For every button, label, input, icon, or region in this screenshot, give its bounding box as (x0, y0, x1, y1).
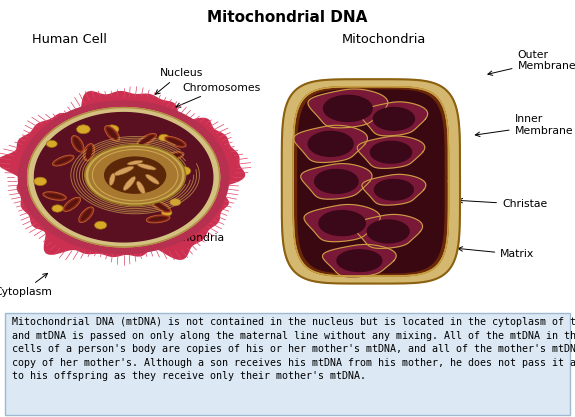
Ellipse shape (83, 143, 95, 161)
Polygon shape (374, 179, 413, 200)
Polygon shape (304, 204, 380, 242)
Polygon shape (323, 244, 396, 277)
Text: Mitochondria: Mitochondria (154, 219, 225, 243)
Ellipse shape (52, 205, 63, 212)
Ellipse shape (145, 174, 159, 184)
Polygon shape (294, 125, 367, 163)
Ellipse shape (154, 201, 168, 211)
Polygon shape (308, 131, 353, 156)
Ellipse shape (170, 199, 181, 206)
Polygon shape (301, 163, 372, 199)
Ellipse shape (105, 126, 120, 141)
Text: Mitochondrial DNA: Mitochondrial DNA (208, 10, 367, 25)
Polygon shape (34, 113, 213, 242)
Ellipse shape (137, 163, 156, 170)
Ellipse shape (106, 127, 118, 140)
Text: Christae: Christae (458, 198, 547, 209)
Text: Cytoplasm: Cytoplasm (0, 274, 52, 297)
Polygon shape (319, 211, 365, 236)
Polygon shape (298, 90, 444, 273)
Ellipse shape (163, 153, 182, 159)
Polygon shape (324, 95, 372, 121)
Ellipse shape (79, 207, 94, 223)
Text: Human Cell: Human Cell (32, 33, 106, 46)
Text: Inner
Membrane: Inner Membrane (476, 114, 573, 136)
Ellipse shape (151, 200, 171, 213)
Ellipse shape (76, 125, 90, 134)
Ellipse shape (104, 156, 166, 194)
Polygon shape (367, 220, 409, 243)
Polygon shape (370, 141, 412, 163)
Polygon shape (293, 87, 448, 276)
Ellipse shape (43, 192, 66, 200)
Ellipse shape (113, 166, 134, 176)
Ellipse shape (127, 160, 143, 165)
Polygon shape (282, 79, 460, 284)
Ellipse shape (89, 147, 182, 203)
Ellipse shape (63, 197, 80, 211)
Ellipse shape (34, 177, 47, 186)
Ellipse shape (123, 176, 136, 191)
Ellipse shape (139, 135, 154, 145)
Ellipse shape (65, 199, 79, 210)
Ellipse shape (109, 173, 115, 186)
Ellipse shape (159, 134, 169, 141)
Ellipse shape (86, 145, 93, 159)
Polygon shape (18, 101, 229, 254)
Polygon shape (357, 136, 425, 168)
Polygon shape (362, 174, 426, 205)
Ellipse shape (81, 208, 92, 221)
Ellipse shape (146, 215, 170, 223)
Ellipse shape (164, 136, 186, 147)
Ellipse shape (161, 152, 184, 161)
Ellipse shape (167, 138, 184, 146)
Text: Mitochondria: Mitochondria (342, 33, 427, 46)
Text: Chromosomes: Chromosomes (176, 83, 260, 107)
Ellipse shape (47, 140, 57, 148)
Ellipse shape (177, 166, 191, 176)
Polygon shape (354, 214, 423, 249)
Polygon shape (0, 92, 244, 259)
FancyBboxPatch shape (5, 313, 570, 415)
Ellipse shape (71, 136, 84, 152)
Polygon shape (373, 108, 415, 130)
Text: Matrix: Matrix (458, 247, 535, 259)
Ellipse shape (162, 209, 172, 216)
Polygon shape (28, 108, 220, 247)
Ellipse shape (85, 145, 185, 206)
Ellipse shape (94, 221, 107, 229)
Ellipse shape (105, 125, 119, 134)
Text: Outer
Membrane: Outer Membrane (488, 50, 575, 75)
Polygon shape (360, 102, 428, 136)
Ellipse shape (45, 193, 64, 199)
Ellipse shape (55, 156, 72, 165)
Polygon shape (315, 169, 358, 193)
Ellipse shape (52, 155, 74, 166)
Text: Nucleus: Nucleus (155, 68, 203, 94)
Ellipse shape (74, 137, 82, 151)
Ellipse shape (137, 181, 145, 194)
Polygon shape (308, 89, 388, 128)
Text: Mitochondrial DNA (mtDNA) is not contained in the nucleus but is located in the : Mitochondrial DNA (mtDNA) is not contain… (12, 317, 575, 381)
Ellipse shape (148, 216, 168, 221)
Polygon shape (337, 250, 382, 271)
Ellipse shape (137, 133, 156, 146)
